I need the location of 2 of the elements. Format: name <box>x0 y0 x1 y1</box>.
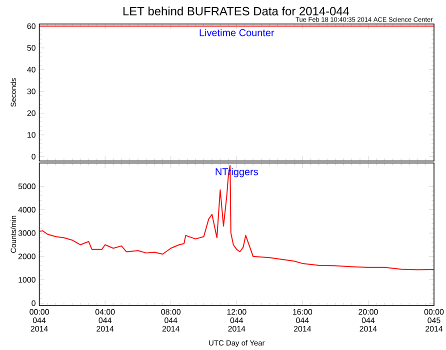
chart-title: LET behind BUFRATES Data for 2014-044 <box>123 6 350 16</box>
annotation: Livetime Counter <box>200 28 274 36</box>
